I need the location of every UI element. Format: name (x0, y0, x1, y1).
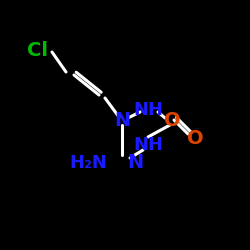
Text: N: N (114, 110, 130, 130)
Text: O: O (187, 128, 203, 148)
Text: O: O (164, 110, 180, 130)
Text: Cl: Cl (28, 40, 48, 60)
Text: NH: NH (133, 101, 163, 119)
Text: N: N (127, 154, 143, 172)
Text: NH: NH (133, 136, 163, 154)
Text: H₂N: H₂N (69, 154, 107, 172)
